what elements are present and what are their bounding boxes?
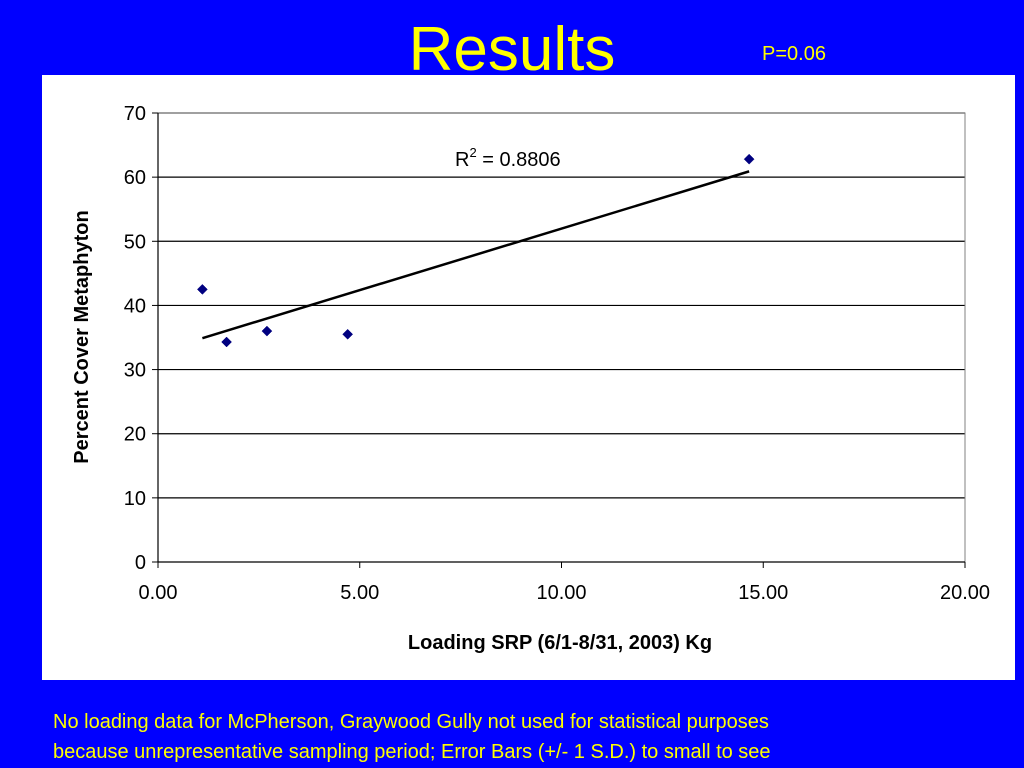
scatter-chart: 0 10 20 30 40 50 60 70 0.00 5.00 10.00 15.00 20.00 R…: [71, 103, 990, 654]
y-axis-title: Percent Cover Metaphyton: [71, 210, 93, 463]
y-tick-label: 70: [124, 103, 146, 125]
y-tick-label: 30: [124, 360, 146, 382]
x-tick-label: 0.00: [139, 582, 178, 604]
footnote: No loading data for McPherson, Graywood …: [53, 707, 1013, 767]
footnote-line-1: No loading data for McPherson, Graywood …: [53, 711, 769, 733]
y-tick-label: 0: [135, 552, 146, 574]
plot-area-border: [157, 112, 966, 563]
y-tick-label: 40: [124, 295, 146, 317]
r-squared-value: = 0.8806: [477, 149, 561, 171]
data-point: [221, 336, 232, 348]
p-value-label: P=0.06: [762, 43, 826, 65]
axes: 0 10 20 30 40 50 60 70 0.00 5.00 10.00 15.00 20.00: [124, 103, 990, 604]
r-squared-base: R: [455, 149, 469, 171]
trendline-group: [202, 170, 750, 340]
x-tick-label: 15.00: [738, 582, 788, 604]
r-squared-label: R2 = 0.8806: [455, 145, 561, 171]
data-point: [743, 153, 755, 165]
data-point: [342, 328, 353, 340]
y-tick-label: 10: [124, 488, 146, 510]
y-tick-label: 60: [124, 167, 146, 189]
y-tick-label: 50: [124, 231, 146, 253]
footnote-line-2: because unrepresentative sampling period…: [53, 741, 771, 763]
data-point: [261, 325, 273, 337]
trendline: [202, 170, 750, 340]
r-squared-superscript: 2: [469, 145, 476, 160]
grid-lines: [158, 112, 965, 499]
y-tick-label: 20: [124, 424, 146, 446]
data-points: [197, 153, 755, 348]
slide-title: Results: [408, 15, 616, 84]
x-tick-label: 10.00: [536, 582, 586, 604]
x-tick-label: 5.00: [340, 582, 379, 604]
chart-panel: 0 10 20 30 40 50 60 70 0.00 5.00 10.00 15.00 20.00 R…: [42, 75, 1015, 680]
x-axis-title: Loading SRP (6/1-8/31, 2003) Kg: [408, 632, 712, 654]
data-point: [197, 284, 208, 295]
x-tick-label: 20.00: [940, 582, 990, 604]
